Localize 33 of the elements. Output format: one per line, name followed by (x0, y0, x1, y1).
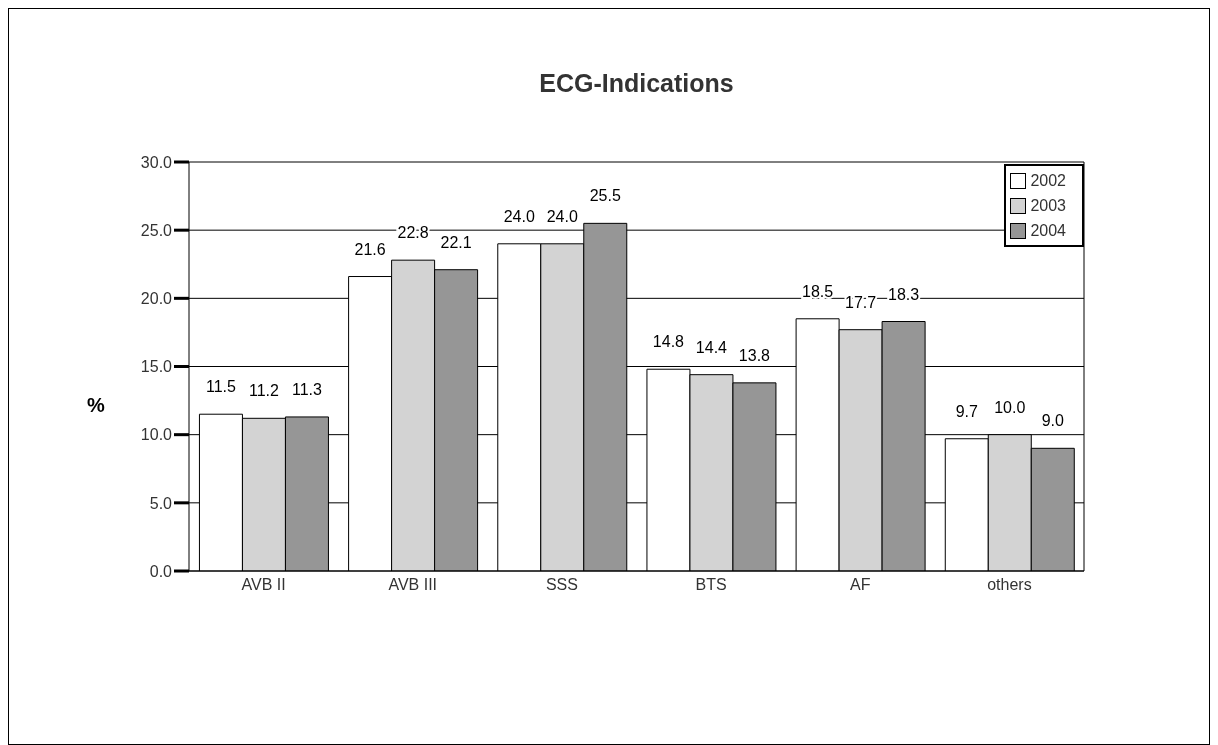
data-label: 11.3 (291, 380, 323, 398)
data-label: 25.5 (589, 187, 621, 205)
data-label: 9.0 (1041, 412, 1064, 430)
x-tick-label: AF (850, 576, 871, 594)
data-label: 18.5 (802, 282, 834, 300)
y-tick-label: 20.0 (140, 290, 173, 308)
x-tick-label: SSS (545, 576, 578, 594)
data-label: 21.6 (354, 240, 386, 258)
legend-label: 2002 (1030, 171, 1066, 191)
y-tick-label: 15.0 (140, 358, 173, 376)
data-label: 22.1 (440, 233, 472, 251)
data-label: 14.4 (695, 338, 728, 356)
x-tick-label: AVB II (241, 576, 286, 594)
y-tick-label: 5.0 (149, 494, 173, 512)
x-tick-label: BTS (695, 576, 727, 594)
legend-label: 2004 (1030, 221, 1066, 241)
x-tick-label: others (987, 576, 1032, 594)
data-label: 9.7 (955, 402, 978, 420)
y-tick-label: 0.0 (149, 562, 173, 580)
data-label: 11.5 (205, 378, 237, 396)
y-tick-label: 10.0 (140, 426, 173, 444)
y-tick-label: 25.0 (140, 221, 173, 239)
data-label: 13.8 (738, 346, 771, 364)
y-axis-title: % (87, 394, 105, 417)
data-label: 24.0 (503, 207, 535, 225)
chart-title: ECG-Indications (538, 69, 735, 98)
data-label: 14.8 (652, 333, 685, 351)
legend-label: 2003 (1030, 196, 1066, 216)
y-tick-label: 30.0 (140, 153, 173, 171)
data-label: 24.0 (546, 207, 578, 225)
data-label: 10.0 (994, 398, 1026, 416)
x-tick-label: AVB III (388, 576, 438, 594)
data-label: 11.2 (248, 382, 280, 400)
